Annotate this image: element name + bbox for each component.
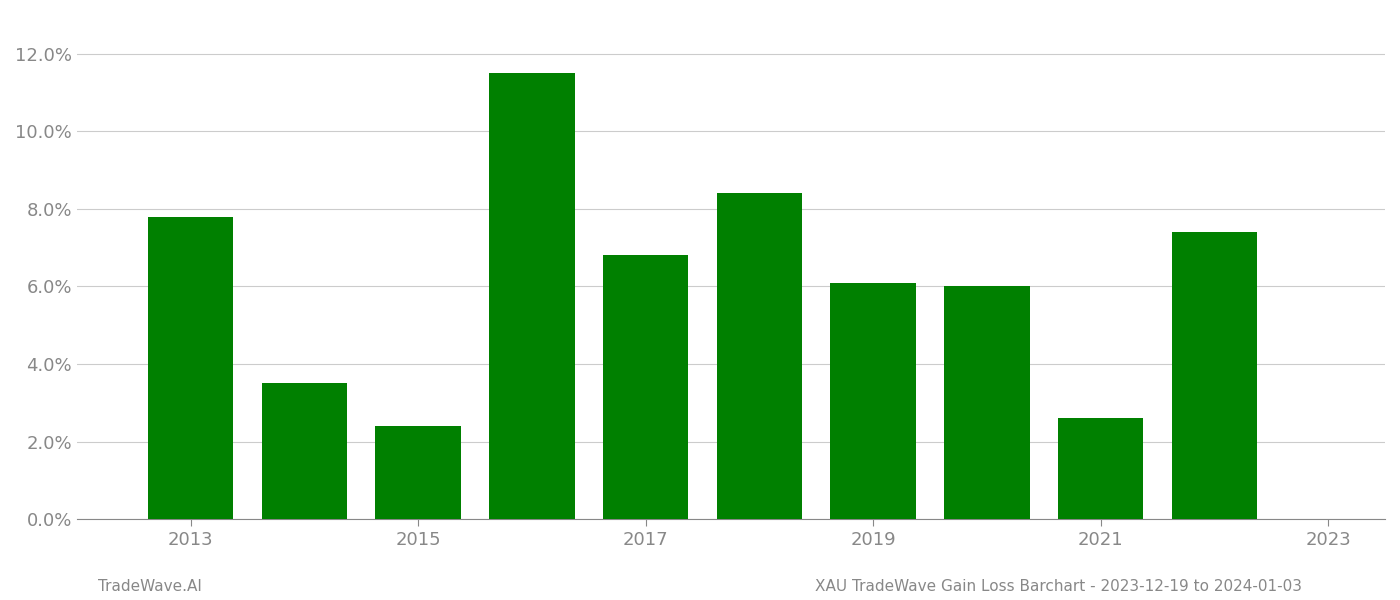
- Text: XAU TradeWave Gain Loss Barchart - 2023-12-19 to 2024-01-03: XAU TradeWave Gain Loss Barchart - 2023-…: [815, 579, 1302, 594]
- Bar: [489, 73, 574, 519]
- Bar: [603, 256, 689, 519]
- Bar: [830, 283, 916, 519]
- Bar: [262, 383, 347, 519]
- Bar: [148, 217, 234, 519]
- Text: TradeWave.AI: TradeWave.AI: [98, 579, 202, 594]
- Bar: [944, 286, 1029, 519]
- Bar: [717, 193, 802, 519]
- Bar: [1058, 418, 1144, 519]
- Bar: [1172, 232, 1257, 519]
- Bar: [375, 426, 461, 519]
